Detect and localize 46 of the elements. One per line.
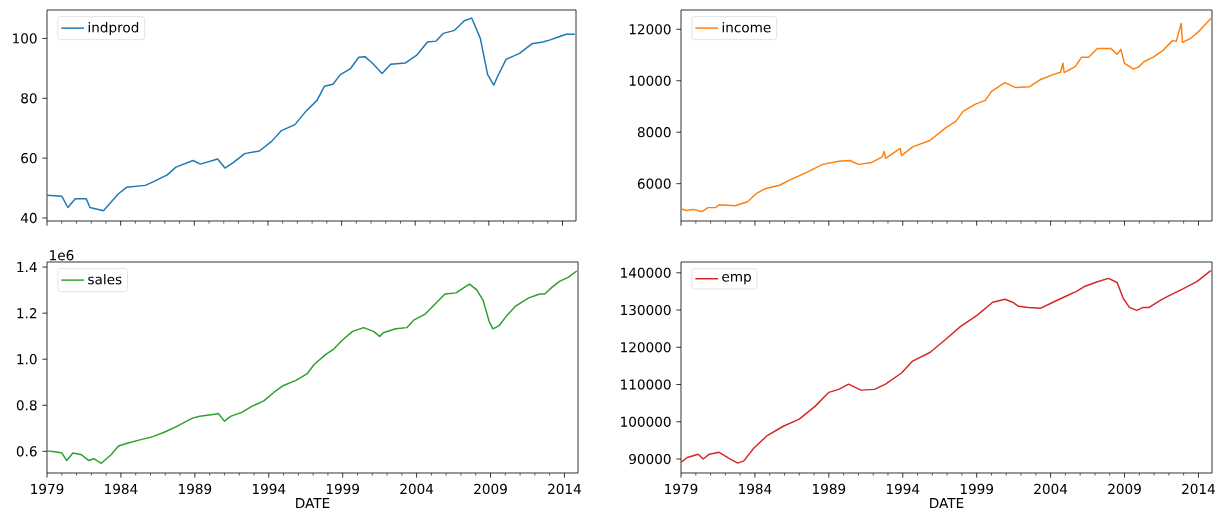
- y-tick-label: 1.0: [17, 354, 37, 365]
- x-tick-label: 1994: [886, 483, 920, 495]
- y-tick-label: 0.6: [16, 446, 37, 457]
- x-tick-label: 1999: [960, 483, 994, 495]
- y-tick-label: 130000: [621, 304, 671, 316]
- x-tick-label: 1979: [31, 483, 64, 495]
- legend-label: income: [722, 21, 771, 33]
- y-tick-label: 12000: [629, 24, 671, 35]
- x-tick-label: 2009: [474, 483, 507, 495]
- y-tick-label: 110000: [621, 379, 671, 390]
- line-series: [47, 270, 578, 465]
- x-tick-label: 1984: [739, 483, 772, 495]
- text: 1e6: [50, 250, 74, 261]
- y-tick-label: 1.4: [17, 262, 37, 273]
- y-tick-label: 1.2: [17, 308, 37, 319]
- x-tick-label: 2014: [548, 483, 581, 495]
- x-tick-label: 1994: [252, 483, 286, 495]
- x-axis-title: DATE: [296, 498, 330, 508]
- y-tick-label: 80: [21, 93, 37, 104]
- x-tick-label: 1979: [665, 483, 698, 495]
- line-series: [681, 16, 1212, 213]
- legend-label: sales: [88, 273, 122, 285]
- x-tick-label: 2004: [400, 483, 434, 495]
- y-tick-label: 6000: [637, 178, 671, 189]
- y-tick-label: 100: [13, 33, 37, 44]
- x-tick-label: 1989: [179, 483, 212, 495]
- y-tick-label: 60: [21, 153, 37, 164]
- y-tick-label: 100000: [621, 416, 671, 427]
- x-tick-label: 2009: [1108, 483, 1141, 495]
- legend-label: indprod: [88, 21, 139, 36]
- x-tick-label: 2004: [1034, 483, 1068, 495]
- x-axis-title: DATE: [930, 498, 964, 508]
- y-tick-label: 140000: [621, 267, 671, 278]
- y-tick-label: 90000: [629, 453, 671, 465]
- y-tick-label: 10000: [629, 75, 671, 86]
- legend-label: emp: [722, 273, 751, 285]
- y-tick-label: 8000: [637, 127, 671, 138]
- x-tick-label: 1989: [813, 483, 846, 495]
- x-tick-label: 1984: [105, 483, 138, 495]
- y-tick-label: 0.8: [16, 400, 37, 411]
- line-series: [47, 17, 576, 212]
- line-series: [681, 269, 1212, 464]
- y-tick-label: 40: [20, 212, 37, 224]
- x-tick-label: 1999: [326, 483, 360, 495]
- y-tick-label: 120000: [621, 342, 671, 353]
- x-tick-label: 2014: [1182, 483, 1215, 495]
